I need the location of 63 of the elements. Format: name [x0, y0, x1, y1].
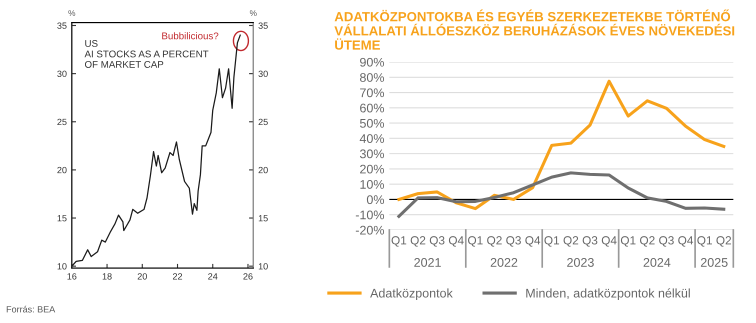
- text: 2024: [644, 258, 670, 267]
- x-tick-label: Q1: [392, 236, 406, 247]
- y-tick-label: 25: [57, 118, 67, 126]
- x-tick-label: 20: [138, 273, 147, 280]
- legend-label: Minden, adatközpontok nélkül: [526, 288, 690, 300]
- x-tick-label: Q3: [659, 236, 674, 247]
- y-tick-label: 20%: [360, 164, 384, 174]
- y-tick-label: 30: [57, 70, 67, 77]
- x-tick-label: Q2: [487, 236, 502, 247]
- y-tick-label: -20%: [356, 226, 384, 235]
- x-tick-label: 26: [243, 273, 253, 280]
- annotation: Bubbilicious?: [162, 32, 218, 40]
- y-tick-label: -10%: [356, 210, 384, 220]
- x-tick-label: Q2: [564, 236, 578, 247]
- y2-tick-label: 10: [258, 263, 268, 270]
- y-tick-label: 40%: [360, 134, 384, 144]
- y-tick-label: 20: [57, 166, 67, 174]
- line-series: [397, 80, 726, 210]
- y-tick-label: 10%: [360, 180, 384, 189]
- y-tick-label: 60%: [360, 104, 384, 112]
- x-tick-label: Q3: [506, 236, 521, 247]
- legend-label: Adatközpontok: [370, 288, 453, 300]
- y2-tick-label: 25: [258, 118, 268, 126]
- x-tick-label: Q4: [678, 236, 694, 247]
- x-tick-label: 16: [67, 273, 76, 280]
- x-tick-label: Q1: [697, 236, 712, 247]
- y2-tick-label: 15: [258, 215, 268, 222]
- x-tick-label: Q2: [410, 236, 426, 247]
- text: 2022: [490, 258, 518, 267]
- y-tick-label: 80%: [360, 73, 384, 82]
- y-tick-label: 90%: [360, 58, 384, 67]
- x-tick-label: Q3: [430, 236, 444, 247]
- x-tick-label: Q2: [640, 236, 655, 247]
- x-tick-label: 22: [172, 273, 182, 280]
- x-tick-label: 18: [102, 273, 112, 280]
- text: 2021: [414, 258, 441, 267]
- y-tick-label: 15: [58, 215, 67, 222]
- y-axis-title: %: [68, 10, 76, 16]
- x-tick-label: 24: [208, 273, 218, 280]
- y-tick-label: 50%: [360, 118, 384, 128]
- y2-tick-label: 20: [258, 166, 268, 174]
- y-tick-label: 0%: [366, 195, 384, 204]
- y2-tick-label: 30: [258, 70, 268, 77]
- text: 2025: [700, 258, 728, 267]
- y-tick-label: 10: [58, 263, 67, 270]
- y-tick-label: 35: [57, 22, 67, 29]
- x-tick-label: Q1: [468, 236, 483, 247]
- x-tick-label: Q1: [620, 236, 636, 247]
- y2-tick-label: 35: [258, 22, 268, 29]
- y-tick-label: 70%: [360, 88, 384, 98]
- chart-title: ADATKÖZPONTOKBA ÉS EGYÉB SZERKEZETEKBE TÖRTÉNŐ VÁLLALATI ÁLLÓESZKÖZ BERUHÁZÁSOK ÉVES NÖVEKEDÉSI ÜTEME: [334, 9, 734, 50]
- x-tick-label: Q4: [525, 236, 540, 247]
- text: US AI STOCKS AS A PERCENT OF MARKET CAP: [84, 40, 208, 68]
- x-tick-label: Q1: [544, 236, 560, 247]
- y2-axis-title: %: [250, 10, 257, 16]
- x-tick-label: Q3: [582, 236, 598, 247]
- text: 2023: [567, 258, 594, 267]
- x-tick-label: Q4: [602, 236, 617, 247]
- text: Forrás: BEA: [6, 306, 56, 313]
- line-series: [397, 171, 726, 218]
- x-tick-label: Q2: [716, 236, 732, 247]
- x-tick-label: Q4: [448, 236, 464, 247]
- y-tick-label: 30%: [360, 149, 384, 158]
